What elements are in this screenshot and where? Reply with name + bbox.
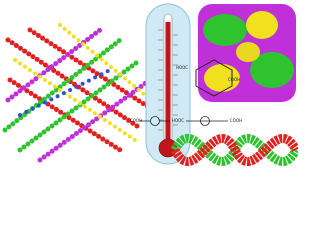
region <box>246 11 278 39</box>
region <box>236 42 260 62</box>
label: HOOC <box>176 65 188 70</box>
region <box>204 64 240 92</box>
label: HOOC <box>172 118 184 123</box>
mercury <box>165 22 171 146</box>
region <box>203 14 247 46</box>
chain <box>5 27 103 103</box>
framework <box>195 4 296 102</box>
label: COOH <box>228 77 240 82</box>
chain-network <box>2 23 153 163</box>
chain <box>13 58 137 142</box>
chain <box>2 37 123 133</box>
label: COOH <box>230 118 242 123</box>
helices <box>170 134 298 166</box>
chain <box>58 23 147 97</box>
ring <box>195 59 233 97</box>
graphic: HOOC COOH COOH HOOC COOH <box>2 3 298 166</box>
ring <box>200 116 210 126</box>
region <box>250 52 294 88</box>
chain <box>18 68 112 117</box>
helix <box>170 134 298 166</box>
ring <box>150 116 160 126</box>
chain <box>37 77 153 163</box>
chain <box>5 37 143 131</box>
label: COOH <box>130 118 142 123</box>
scale <box>158 29 178 131</box>
